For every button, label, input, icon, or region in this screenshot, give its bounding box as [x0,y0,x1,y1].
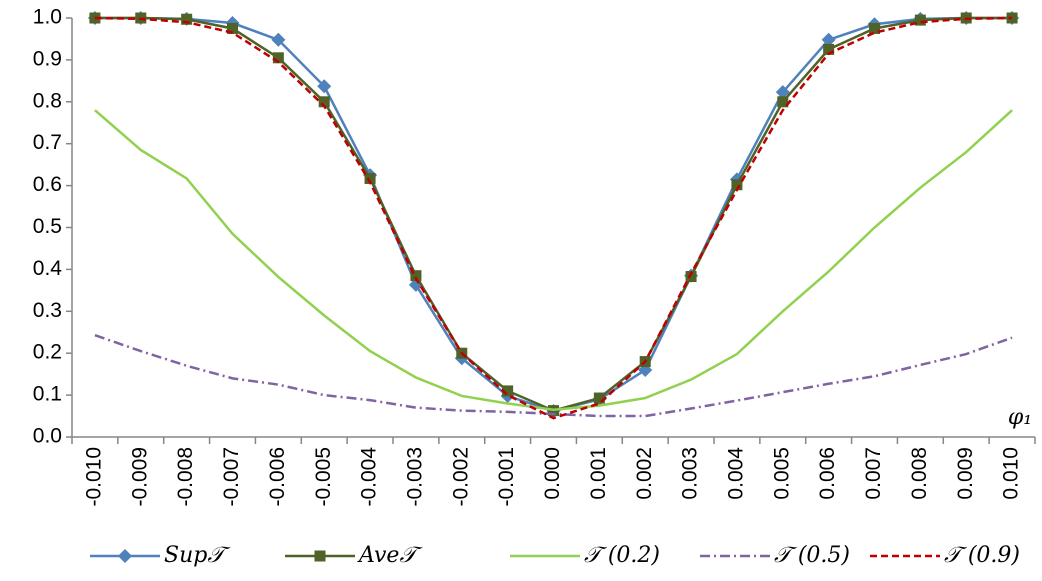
y-tick-label: 1.0 [33,6,62,29]
legend-marker [118,549,132,563]
x-tick-label: -0.009 [128,447,151,507]
y-tick-label: 0.7 [33,131,62,154]
x-tick-label: 0.008 [908,447,931,500]
x-tick-label: 0.005 [770,447,793,500]
legend-label: 𝒯 (0.2) [584,543,660,568]
x-tick-label: 0.006 [816,447,839,500]
series-line [94,16,1013,420]
legend-label: 𝒯 (0.9) [944,543,1020,568]
marker [502,385,514,397]
marker [914,14,926,26]
y-tick-label: 0.3 [33,299,62,322]
series-line [94,16,1013,412]
marker [410,270,422,282]
x-tick-label: -0.010 [82,447,105,507]
marker [685,271,697,283]
x-tick-label: 0.003 [679,447,702,500]
x-tick-label: 0.010 [1000,447,1023,500]
y-tick-label: 0.0 [33,425,62,448]
marker [318,96,330,108]
marker [869,22,880,34]
x-axis-label: φ₁ [1008,405,1032,430]
series-line [94,334,1013,418]
y-tick-label: 0.1 [33,383,62,406]
x-tick-label: -0.007 [220,447,243,507]
y-tick-label: 0.8 [33,89,62,112]
x-tick-label: -0.002 [449,447,472,507]
marker [823,43,835,55]
marker [181,13,193,25]
legend-label: Ave𝒯 [357,543,423,568]
y-tick-label: 0.9 [33,47,62,70]
series-line [94,16,1013,413]
x-tick-label: -0.006 [266,447,289,507]
marker [272,52,284,64]
y-tick-label: 0.4 [33,257,63,280]
marker [271,32,286,47]
x-tick-label: -0.003 [403,447,426,507]
y-tick-label: 0.6 [33,173,62,196]
x-tick-label: -0.005 [312,447,335,507]
legend-label: Sup𝒯 [164,543,231,568]
marker [317,79,332,94]
marker [593,392,605,404]
marker [777,96,789,108]
y-tick-label: 0.2 [33,341,62,364]
x-tick-label: -0.004 [358,447,381,507]
x-tick-label: 0.000 [541,447,564,500]
series-line [94,109,1013,412]
y-tick-label: 0.5 [33,215,62,238]
x-tick-label: 0.007 [862,447,885,500]
x-tick-label: 0.004 [724,447,747,500]
legend-label: 𝒯 (0.5) [774,543,850,568]
marker [364,172,376,184]
x-tick-label: 0.001 [587,447,610,500]
x-tick-label: -0.001 [495,447,518,507]
marker [775,85,790,100]
x-tick-label: 0.009 [954,447,977,500]
x-tick-label: 0.002 [633,447,656,500]
marker [227,22,238,34]
legend-marker [314,550,326,562]
marker [821,32,836,47]
marker [731,179,743,191]
x-tick-label: -0.008 [174,447,197,507]
